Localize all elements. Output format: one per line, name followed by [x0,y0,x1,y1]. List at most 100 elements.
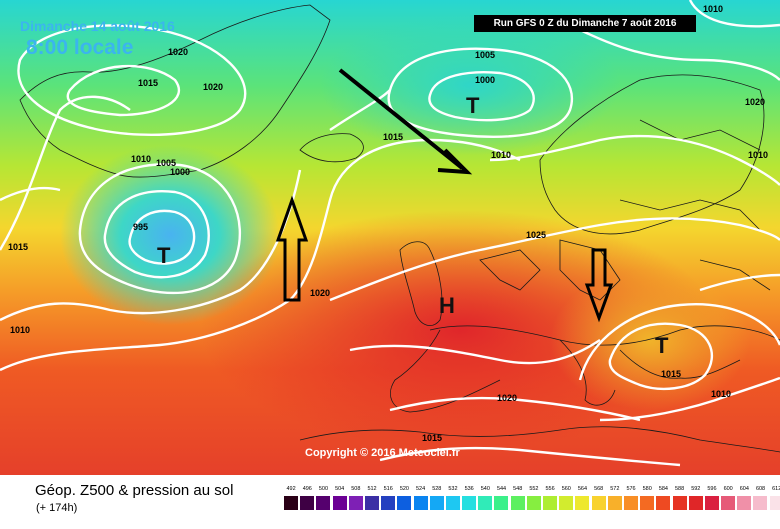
isobar-label: 1005 [475,50,495,60]
scale-swatch [478,496,493,510]
scale-cell: 608 [752,484,768,514]
scale-swatch [381,496,396,510]
isobar-label: 1015 [138,78,158,88]
scale-cell: 548 [510,484,526,514]
isobar-label: 1000 [475,75,495,85]
isobar-label: 1020 [497,393,517,403]
scale-swatch [656,496,671,510]
isobar-label: 1015 [422,433,442,443]
isobar-label: 1010 [131,154,151,164]
scale-swatch [559,496,574,510]
scale-cell: 512 [364,484,380,514]
scale-cell: 500 [315,484,331,514]
scale-swatch [445,496,460,510]
forecast-date-title: Dimanche 14 août 2016 [20,18,175,34]
scale-cell: 496 [299,484,315,514]
isobar-label: 995 [133,222,148,232]
scale-cell: 524 [413,484,429,514]
scale-cell: 532 [445,484,461,514]
scale-label: 600 [723,486,733,492]
cold-pool-north [320,15,620,155]
isobar-label: 1020 [745,97,765,107]
scale-label: 496 [302,486,312,492]
scale-cell: 612 [769,484,780,514]
scale-swatch [688,496,703,510]
scale-swatch [494,496,509,510]
scale-cell: 576 [623,484,639,514]
scale-label: 592 [691,486,701,492]
scale-label: 604 [739,486,749,492]
low-pressure-center: T [466,93,480,118]
product-title: Géop. Z500 & pression au sol [35,482,234,499]
scale-label: 528 [432,486,442,492]
model-run-label: Run GFS 0 Z du Dimanche 7 août 2016 [474,15,696,32]
scale-cell: 520 [396,484,412,514]
copyright-label: Copyright © 2016 Meteociel.fr [305,447,460,459]
scale-label: 564 [577,486,588,492]
scale-label: 596 [707,486,717,492]
scale-swatch [332,496,347,510]
scale-swatch [300,496,315,510]
color-scale: 492 496 500 504 508 512 516 520 524 528 532 536 540 5… [283,484,780,514]
jet-arrow-head [437,148,473,175]
scale-swatch [753,496,768,510]
scale-label: 608 [755,486,766,492]
scale-swatch [672,496,687,510]
scale-label: 516 [383,486,393,492]
scale-swatch [623,496,638,510]
scale-cell: 604 [736,484,752,514]
scale-label: 552 [529,486,539,492]
high-pressure-center: H [439,293,455,318]
isobar-label: 1015 [661,369,681,379]
scale-swatch [284,496,298,510]
isobar-label: 1020 [168,47,188,57]
pressure-centers: T T H T [157,93,669,358]
low-pressure-center: T [655,333,669,358]
isobar-label: 1010 [10,325,30,335]
forecast-time-title: 8:00 locale [26,36,134,59]
scale-cell: 580 [639,484,655,514]
scale-swatch [704,496,719,510]
scale-cell: 588 [672,484,688,514]
scale-label: 548 [513,486,523,492]
scale-cell: 516 [380,484,396,514]
scale-label: 492 [286,486,296,492]
scale-cell: 572 [607,484,623,514]
scale-cell: 540 [477,484,493,514]
scale-swatch [397,496,412,510]
scale-label: 524 [416,486,426,492]
scale-swatch [640,496,655,510]
scale-cell: 492 [283,484,299,514]
scale-cell: 504 [332,484,348,514]
scale-cell: 552 [526,484,542,514]
scale-swatch [510,496,525,510]
low-pressure-center: T [157,243,171,268]
scale-swatch [607,496,622,510]
jet-arrow [338,68,464,170]
scale-label: 536 [464,486,474,492]
scale-label: 532 [448,486,458,492]
lead-time-label: (+ 174h) [36,502,78,514]
isobar-label: 1015 [8,242,28,252]
scale-swatch [737,496,752,510]
isobar-label: 1005 [156,158,176,168]
scale-cell: 556 [542,484,558,514]
scale-label: 568 [594,486,604,492]
scale-cell: 596 [704,484,720,514]
scale-swatch [429,496,444,510]
scale-label: 508 [351,486,361,492]
scale-label: 584 [658,486,668,492]
scale-label: 512 [367,486,377,492]
scale-swatch [413,496,428,510]
scale-label: 576 [626,486,636,492]
isobar-label: 1010 [711,389,731,399]
scale-label: 588 [675,486,685,492]
scale-label: 560 [561,486,571,492]
scale-swatch [591,496,606,510]
scale-swatch [316,496,331,510]
scale-label: 544 [496,486,507,492]
isobar-label: 1020 [310,288,330,298]
scale-cell: 508 [348,484,364,514]
scale-cell: 584 [655,484,671,514]
scale-label: 572 [610,486,620,492]
